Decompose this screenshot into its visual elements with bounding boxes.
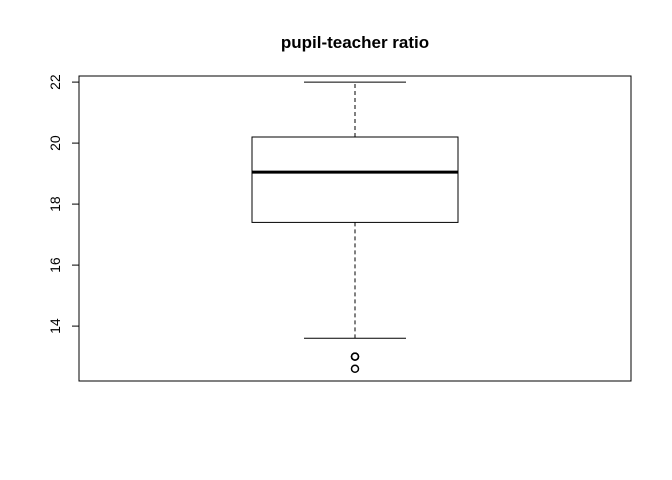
box-plot — [251, 81, 459, 374]
outlier-point — [350, 352, 360, 361]
y-tick-label: 18 — [47, 196, 63, 212]
y-tick-label: 20 — [47, 135, 63, 151]
iqr-box — [251, 136, 459, 223]
chart-title: pupil-teacher ratio — [281, 33, 429, 52]
y-tick-label: 14 — [47, 318, 63, 334]
y-tick-label: 16 — [47, 257, 63, 273]
outlier-point — [350, 364, 360, 374]
y-axis-ticks: 14 16 18 20 22 — [47, 74, 79, 334]
y-tick-label: 22 — [47, 74, 63, 90]
